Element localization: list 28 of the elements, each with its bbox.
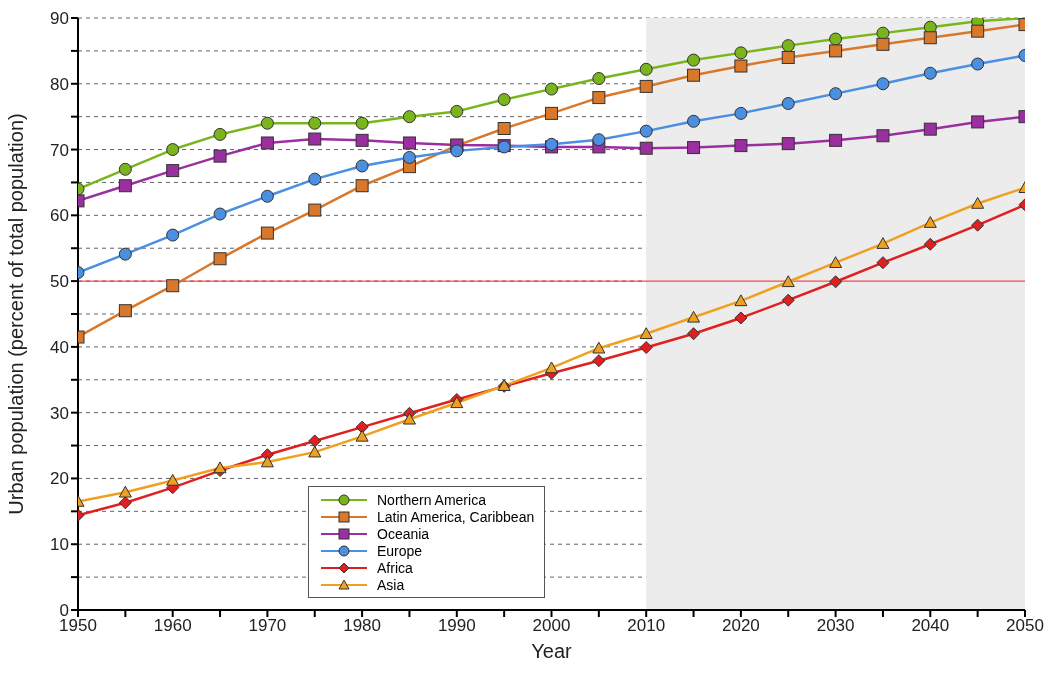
legend-label: Oceania [377, 525, 430, 542]
y-axis-title: Urban population (percent of total population) [5, 113, 28, 515]
legend-label: Latin America, Caribbean [377, 508, 535, 525]
x-tick-label: 2030 [816, 616, 855, 636]
x-tick-label: 1980 [343, 616, 382, 636]
x-tick-label: 2000 [532, 616, 571, 636]
y-tick-label: 10 [50, 535, 69, 555]
legend-label: Europe [377, 542, 423, 559]
y-tick-label: 70 [50, 140, 69, 160]
x-axis-title: Year [531, 640, 573, 662]
y-tick-label: 90 [50, 9, 69, 29]
legend-label: Africa [377, 559, 413, 576]
x-tick-label: 2040 [911, 616, 950, 636]
x-tick-label: 2010 [627, 616, 666, 636]
x-tick-label: 1990 [437, 616, 476, 636]
y-tick-label: 50 [50, 272, 69, 292]
legend-label: Asia [377, 576, 405, 593]
y-tick-label: 40 [50, 337, 69, 357]
y-tick-label: 60 [50, 206, 69, 226]
x-tick-label: 1960 [153, 616, 192, 636]
legend-label: Northern America [377, 491, 486, 508]
x-tick-label: 1970 [248, 616, 287, 636]
y-tick-label: 30 [50, 403, 69, 423]
y-tick-label: 80 [50, 74, 69, 94]
y-tick-label: 20 [50, 469, 69, 489]
x-tick-label: 2050 [1006, 616, 1044, 636]
x-tick-label: 2020 [721, 616, 760, 636]
x-tick-label: 1950 [59, 616, 97, 636]
